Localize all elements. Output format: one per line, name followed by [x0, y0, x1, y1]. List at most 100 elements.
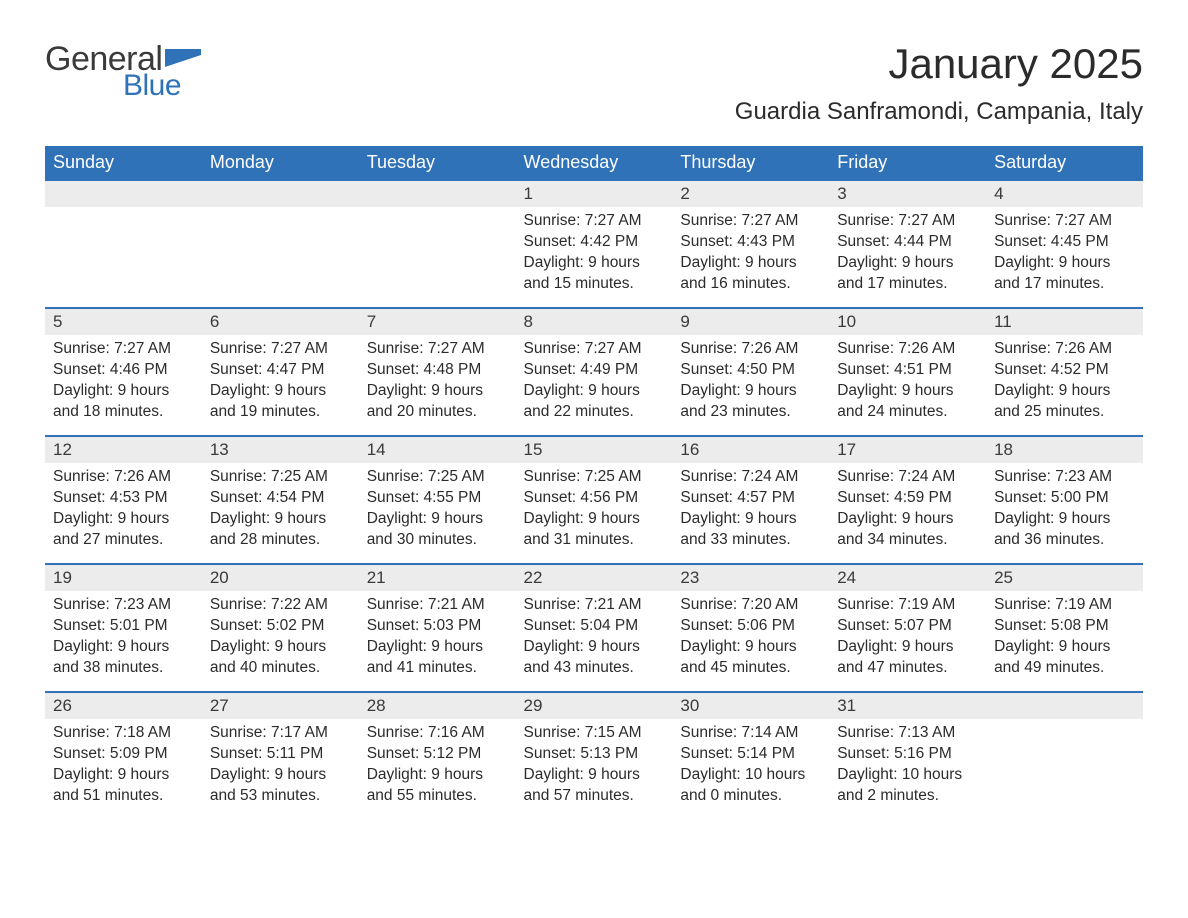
day-number — [45, 179, 202, 207]
daylight-line-2: and 47 minutes. — [837, 658, 978, 679]
calendar-day-cell: 28Sunrise: 7:16 AMSunset: 5:12 PMDayligh… — [359, 691, 516, 819]
daylight-line-1: Daylight: 9 hours — [994, 253, 1135, 274]
day-number: 17 — [829, 435, 986, 463]
day-details: Sunrise: 7:14 AMSunset: 5:14 PMDaylight:… — [672, 719, 829, 811]
day-details: Sunrise: 7:23 AMSunset: 5:00 PMDaylight:… — [986, 463, 1143, 555]
daylight-line-2: and 17 minutes. — [837, 274, 978, 295]
daylight-line-2: and 30 minutes. — [367, 530, 508, 551]
sunset-line: Sunset: 4:45 PM — [994, 232, 1135, 253]
day-details: Sunrise: 7:27 AMSunset: 4:45 PMDaylight:… — [986, 207, 1143, 299]
weekday-header: Monday — [202, 146, 359, 179]
day-number: 21 — [359, 563, 516, 591]
day-number: 23 — [672, 563, 829, 591]
sunrise-line: Sunrise: 7:16 AM — [367, 723, 508, 744]
daylight-line-2: and 45 minutes. — [680, 658, 821, 679]
daylight-line-1: Daylight: 9 hours — [994, 509, 1135, 530]
daylight-line-1: Daylight: 9 hours — [994, 381, 1135, 402]
daylight-line-1: Daylight: 9 hours — [53, 509, 194, 530]
header: General Blue January 2025 Guardia Sanfra… — [45, 40, 1143, 138]
day-number: 5 — [45, 307, 202, 335]
daylight-line-1: Daylight: 9 hours — [210, 509, 351, 530]
sunset-line: Sunset: 4:55 PM — [367, 488, 508, 509]
day-details: Sunrise: 7:25 AMSunset: 4:56 PMDaylight:… — [516, 463, 673, 555]
daylight-line-1: Daylight: 9 hours — [53, 381, 194, 402]
sunrise-line: Sunrise: 7:27 AM — [680, 211, 821, 232]
sunset-line: Sunset: 4:43 PM — [680, 232, 821, 253]
calendar-day-cell: 19Sunrise: 7:23 AMSunset: 5:01 PMDayligh… — [45, 563, 202, 691]
sunset-line: Sunset: 5:04 PM — [524, 616, 665, 637]
sunrise-line: Sunrise: 7:14 AM — [680, 723, 821, 744]
daylight-line-2: and 25 minutes. — [994, 402, 1135, 423]
location-text: Guardia Sanframondi, Campania, Italy — [735, 98, 1143, 126]
sunset-line: Sunset: 5:09 PM — [53, 744, 194, 765]
calendar-day-cell: 11Sunrise: 7:26 AMSunset: 4:52 PMDayligh… — [986, 307, 1143, 435]
sunrise-line: Sunrise: 7:26 AM — [680, 339, 821, 360]
day-number: 30 — [672, 691, 829, 719]
daylight-line-2: and 40 minutes. — [210, 658, 351, 679]
day-details — [986, 719, 1143, 727]
daylight-line-2: and 15 minutes. — [524, 274, 665, 295]
calendar-day-cell: 27Sunrise: 7:17 AMSunset: 5:11 PMDayligh… — [202, 691, 359, 819]
calendar-day-cell: 23Sunrise: 7:20 AMSunset: 5:06 PMDayligh… — [672, 563, 829, 691]
day-details: Sunrise: 7:19 AMSunset: 5:08 PMDaylight:… — [986, 591, 1143, 683]
daylight-line-1: Daylight: 9 hours — [53, 765, 194, 786]
sunrise-line: Sunrise: 7:27 AM — [994, 211, 1135, 232]
sunrise-line: Sunrise: 7:27 AM — [524, 211, 665, 232]
sunrise-line: Sunrise: 7:23 AM — [53, 595, 194, 616]
weekday-header: Wednesday — [516, 146, 673, 179]
calendar-day-cell: 13Sunrise: 7:25 AMSunset: 4:54 PMDayligh… — [202, 435, 359, 563]
day-number: 7 — [359, 307, 516, 335]
sunrise-line: Sunrise: 7:15 AM — [524, 723, 665, 744]
calendar-day-cell — [45, 179, 202, 307]
day-details: Sunrise: 7:27 AMSunset: 4:47 PMDaylight:… — [202, 335, 359, 427]
daylight-line-2: and 16 minutes. — [680, 274, 821, 295]
daylight-line-1: Daylight: 10 hours — [837, 765, 978, 786]
sunset-line: Sunset: 4:54 PM — [210, 488, 351, 509]
weekday-header: Sunday — [45, 146, 202, 179]
sunrise-line: Sunrise: 7:19 AM — [994, 595, 1135, 616]
day-details — [202, 207, 359, 215]
logo: General Blue — [45, 40, 201, 103]
sunrise-line: Sunrise: 7:22 AM — [210, 595, 351, 616]
calendar-day-cell: 9Sunrise: 7:26 AMSunset: 4:50 PMDaylight… — [672, 307, 829, 435]
daylight-line-1: Daylight: 9 hours — [367, 509, 508, 530]
daylight-line-1: Daylight: 9 hours — [210, 637, 351, 658]
sunset-line: Sunset: 4:59 PM — [837, 488, 978, 509]
sunrise-line: Sunrise: 7:27 AM — [53, 339, 194, 360]
calendar-week-row: 5Sunrise: 7:27 AMSunset: 4:46 PMDaylight… — [45, 307, 1143, 435]
day-number: 2 — [672, 179, 829, 207]
daylight-line-2: and 28 minutes. — [210, 530, 351, 551]
calendar-day-cell: 20Sunrise: 7:22 AMSunset: 5:02 PMDayligh… — [202, 563, 359, 691]
calendar-day-cell: 3Sunrise: 7:27 AMSunset: 4:44 PMDaylight… — [829, 179, 986, 307]
day-details: Sunrise: 7:13 AMSunset: 5:16 PMDaylight:… — [829, 719, 986, 811]
calendar-day-cell: 4Sunrise: 7:27 AMSunset: 4:45 PMDaylight… — [986, 179, 1143, 307]
calendar-day-cell: 30Sunrise: 7:14 AMSunset: 5:14 PMDayligh… — [672, 691, 829, 819]
day-number: 28 — [359, 691, 516, 719]
calendar-day-cell: 14Sunrise: 7:25 AMSunset: 4:55 PMDayligh… — [359, 435, 516, 563]
weekday-header-row: SundayMondayTuesdayWednesdayThursdayFrid… — [45, 146, 1143, 179]
day-number: 29 — [516, 691, 673, 719]
sunset-line: Sunset: 5:07 PM — [837, 616, 978, 637]
sunrise-line: Sunrise: 7:25 AM — [210, 467, 351, 488]
day-number: 31 — [829, 691, 986, 719]
sunset-line: Sunset: 5:00 PM — [994, 488, 1135, 509]
day-details: Sunrise: 7:16 AMSunset: 5:12 PMDaylight:… — [359, 719, 516, 811]
day-details: Sunrise: 7:26 AMSunset: 4:53 PMDaylight:… — [45, 463, 202, 555]
daylight-line-1: Daylight: 9 hours — [524, 637, 665, 658]
daylight-line-2: and 57 minutes. — [524, 786, 665, 807]
sunset-line: Sunset: 5:13 PM — [524, 744, 665, 765]
calendar-day-cell: 25Sunrise: 7:19 AMSunset: 5:08 PMDayligh… — [986, 563, 1143, 691]
weekday-header: Thursday — [672, 146, 829, 179]
calendar-day-cell: 24Sunrise: 7:19 AMSunset: 5:07 PMDayligh… — [829, 563, 986, 691]
daylight-line-2: and 49 minutes. — [994, 658, 1135, 679]
day-details: Sunrise: 7:27 AMSunset: 4:42 PMDaylight:… — [516, 207, 673, 299]
sunrise-line: Sunrise: 7:20 AM — [680, 595, 821, 616]
day-details: Sunrise: 7:17 AMSunset: 5:11 PMDaylight:… — [202, 719, 359, 811]
sunrise-line: Sunrise: 7:24 AM — [837, 467, 978, 488]
daylight-line-1: Daylight: 9 hours — [680, 253, 821, 274]
day-number: 27 — [202, 691, 359, 719]
sunset-line: Sunset: 5:02 PM — [210, 616, 351, 637]
day-number: 25 — [986, 563, 1143, 591]
daylight-line-1: Daylight: 9 hours — [367, 637, 508, 658]
sunrise-line: Sunrise: 7:26 AM — [994, 339, 1135, 360]
